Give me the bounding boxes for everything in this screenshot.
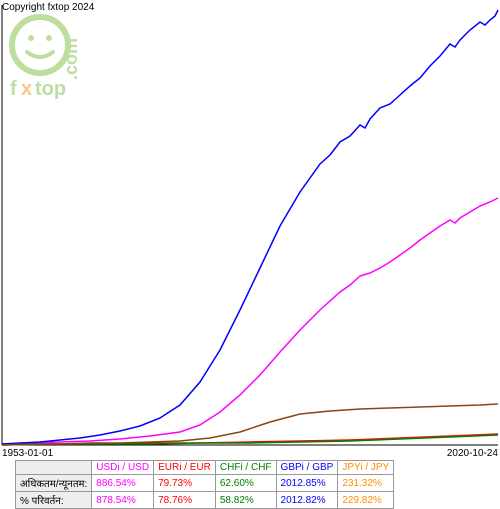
cell: 229.82% [338,492,394,509]
row-label: अधिकतम/न्यूनतम: [16,475,92,492]
cell: 79.73% [154,475,216,492]
table-row: अधिकतम/न्यूनतम: 886.54% 79.73% 62.60% 20… [16,475,394,492]
x-axis-end: 2020-10-24 [447,448,498,459]
fxtop-logo: .com f x top [5,10,115,103]
cell: 231.32% [338,475,394,492]
svg-text:top: top [35,78,66,100]
cell: 2012.82% [276,492,338,509]
summary-table: USDi / USD EURi / EUR CHFi / CHF GBPi / … [15,460,394,509]
table-header-row: USDi / USD EURi / EUR CHFi / CHF GBPi / … [16,461,394,475]
header-chf: CHFi / CHF [215,461,276,475]
cell: 58.82% [215,492,276,509]
row-label: % परिवर्तन: [16,492,92,509]
x-axis-start: 1953-01-01 [2,448,53,459]
cell: 2012.85% [276,475,338,492]
cell: 62.60% [215,475,276,492]
cell: 878.54% [92,492,154,509]
header-usd: USDi / USD [92,461,154,475]
svg-text:.com: .com [61,38,81,80]
copyright-text: Copyright fxtop 2024 [2,2,94,13]
svg-text:x: x [21,78,32,100]
header-gbp: GBPi / GBP [276,461,338,475]
header-blank [16,461,92,475]
svg-text:f: f [10,78,17,100]
cell: 78.76% [154,492,216,509]
header-jpy: JPYi / JPY [338,461,394,475]
cell: 886.54% [92,475,154,492]
table-row: % परिवर्तन: 878.54% 78.76% 58.82% 2012.8… [16,492,394,509]
header-eur: EURi / EUR [154,461,216,475]
